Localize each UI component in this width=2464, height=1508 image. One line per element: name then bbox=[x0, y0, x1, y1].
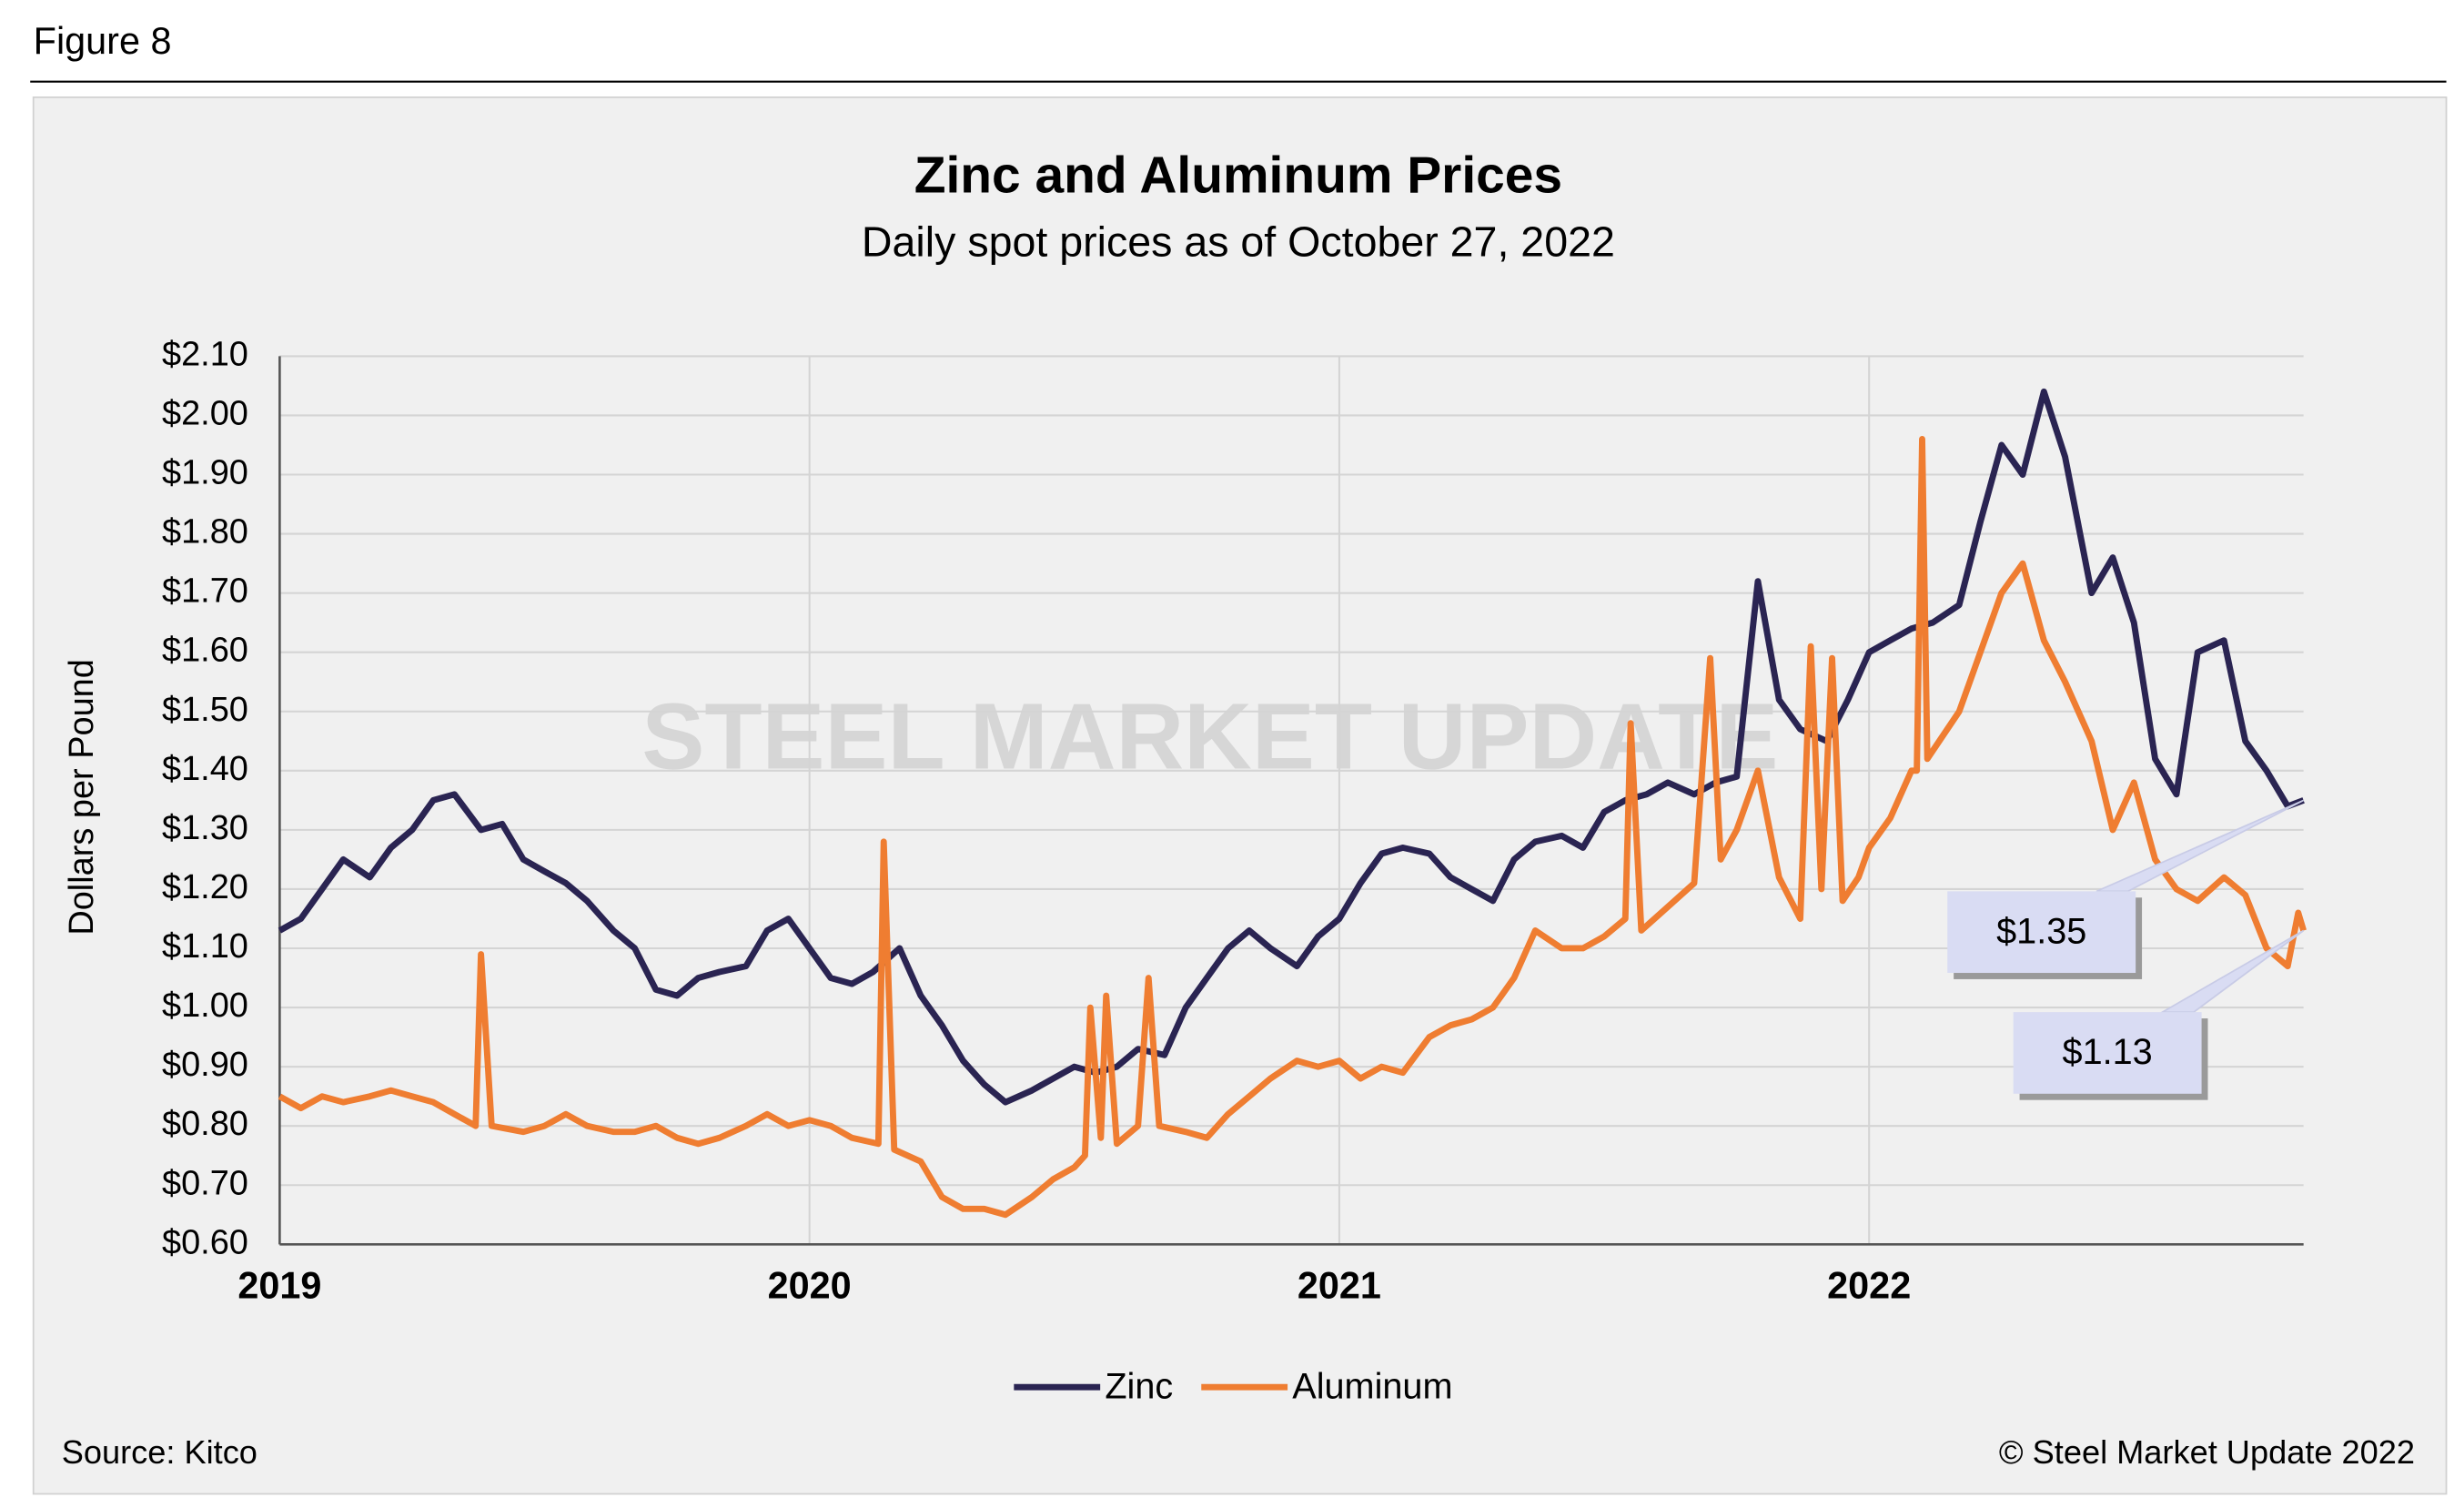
y-tick-label: $1.30 bbox=[162, 809, 248, 847]
y-tick-label: $1.00 bbox=[162, 987, 248, 1025]
y-tick-label: $1.10 bbox=[162, 927, 248, 966]
series-line bbox=[278, 388, 2305, 1106]
figure-label: Figure 8 bbox=[34, 20, 172, 62]
y-tick-label: $2.10 bbox=[162, 335, 248, 373]
x-tick-label: 2022 bbox=[1827, 1265, 1911, 1307]
y-tick-label: $2.00 bbox=[162, 394, 248, 432]
series-line bbox=[278, 435, 2307, 1219]
callout-label: $1.35 bbox=[1996, 911, 2086, 951]
y-tick-label: $1.40 bbox=[162, 750, 248, 788]
y-tick-label: $1.60 bbox=[162, 632, 248, 670]
y-axis-label: Dollars per Pound bbox=[63, 659, 101, 936]
y-tick-label: $1.20 bbox=[162, 868, 248, 906]
x-tick-label: 2021 bbox=[1298, 1265, 1381, 1307]
legend-label: Zinc bbox=[1105, 1366, 1173, 1406]
y-tick-label: $1.70 bbox=[162, 572, 248, 611]
y-tick-label: $1.90 bbox=[162, 454, 248, 492]
chart-subtitle: Daily spot prices as of October 27, 2022 bbox=[862, 218, 1615, 265]
y-tick-label: $1.80 bbox=[162, 513, 248, 552]
y-tick-label: $0.70 bbox=[162, 1164, 248, 1202]
callout-label: $1.13 bbox=[2063, 1032, 2153, 1072]
plot: $0.60 $0.70 $0.80 $0.90 $1.00 $1.10 $1.20 $1.30… bbox=[162, 335, 2307, 1406]
chart-frame bbox=[32, 96, 2448, 1495]
callout-box bbox=[2013, 1012, 2202, 1094]
callout-box bbox=[1947, 891, 2136, 974]
y-tick-label: $0.80 bbox=[162, 1105, 248, 1143]
source: Source: Kitco bbox=[62, 1433, 258, 1471]
legend-label: Aluminum bbox=[1292, 1366, 1452, 1406]
chart-title: Zinc and Aluminum Prices bbox=[914, 147, 1562, 205]
x-tick-label: 2020 bbox=[768, 1265, 852, 1307]
copyright: © Steel Market Update 2022 bbox=[1999, 1433, 2415, 1471]
y-tick-label: $0.60 bbox=[162, 1223, 248, 1261]
x-tick-label: 2019 bbox=[237, 1265, 321, 1307]
y-tick-label: $0.90 bbox=[162, 1046, 248, 1084]
y-tick-label: $1.50 bbox=[162, 691, 248, 729]
watermark: STEEL MARKET UPDATE bbox=[641, 683, 1778, 789]
